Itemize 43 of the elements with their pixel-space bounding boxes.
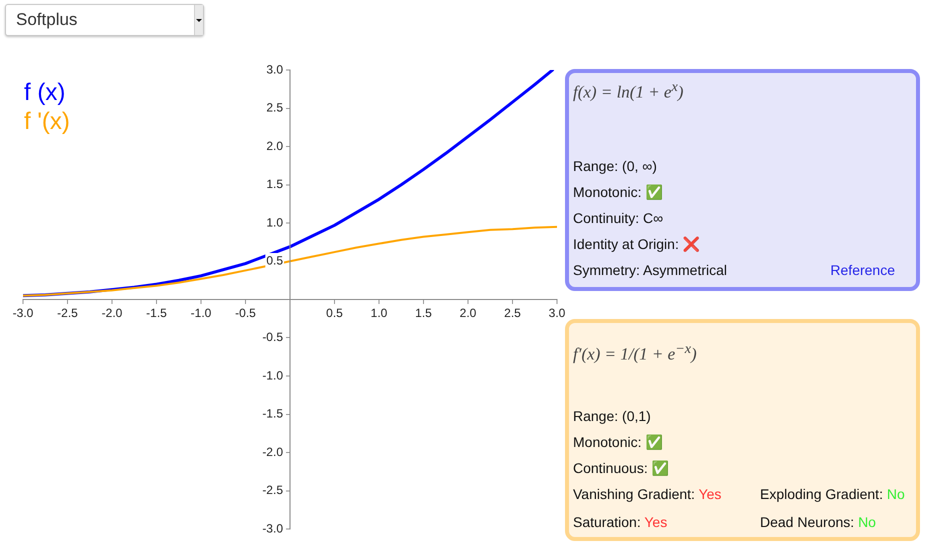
y-tick-label: 2.0 — [266, 138, 284, 153]
text: f(x) = ln(1 + e$^{x}$) — [573, 79, 684, 103]
text: Monotonic: ✅ — [573, 433, 662, 451]
dropdown[interactable]: Softplus — [5, 4, 204, 36]
x-tick-label: -1.0 — [190, 306, 212, 320]
text: Continuity: C∞ — [573, 209, 664, 227]
y-tick-label: 3.0 — [266, 62, 284, 76]
x-tick-label: 1.5 — [415, 306, 432, 320]
x-tick-label: -0.5 — [235, 306, 256, 320]
text: Identity at Origin: ❌ — [573, 235, 700, 253]
x-tick-label: -3.0 — [12, 306, 34, 320]
x-tick-label: 2.0 — [460, 306, 477, 320]
x-tick-label: 0.5 — [326, 306, 344, 320]
text: Saturation: Yes — [573, 514, 668, 530]
y-tick-label: -3.0 — [262, 521, 284, 536]
text: Range: (0, ∞) — [573, 157, 657, 175]
x-tick-label: 3.0 — [548, 306, 566, 320]
x-tick-label: -2.0 — [102, 306, 123, 320]
chart-title: Softplus — [16, 10, 78, 30]
text: f (x) — [24, 78, 66, 107]
text: Monotonic: ✅ — [573, 183, 662, 201]
x-tick-label: 1.0 — [370, 306, 388, 320]
x-tick-label: -2.5 — [57, 306, 78, 320]
text: Symmetry: Asymmetrical — [573, 261, 728, 279]
x-tick-label: -1.5 — [146, 306, 168, 320]
y-tick-label: 2.5 — [266, 100, 284, 115]
text: Reference — [830, 261, 895, 279]
y-tick-label: -0.5 — [262, 330, 284, 344]
y-tick-label: -2.0 — [262, 444, 284, 459]
text: Range: (0,1) — [573, 407, 651, 425]
y-tick-label: 1.0 — [266, 215, 284, 230]
y-tick-label: 0.5 — [266, 254, 284, 268]
y-tick-label: 1.5 — [266, 177, 284, 192]
text: f '(x) — [24, 107, 70, 136]
y-tick-label: -1.5 — [262, 406, 284, 421]
x-tick-label: 2.5 — [504, 306, 522, 320]
text: f′(x) = 1/(1 + e$^{−x}$) — [573, 341, 697, 365]
text: Vanishing Gradient: Yes — [573, 486, 722, 502]
text: Dead Neurons: No — [760, 514, 876, 530]
y-tick-label: -1.0 — [262, 368, 284, 382]
y-tick-label: -2.5 — [262, 483, 284, 498]
text: Exploding Gradient: No — [760, 486, 905, 502]
text: Continuous: ✅ — [573, 459, 669, 477]
